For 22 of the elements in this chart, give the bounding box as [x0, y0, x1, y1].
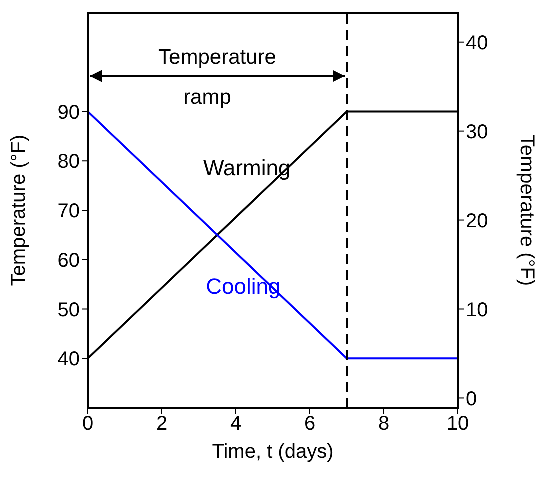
x-axis-title: Time, t (days): [212, 441, 334, 463]
series-label: Warming: [204, 156, 291, 181]
y-tick-label: 70: [58, 200, 80, 223]
y-tick-label: 50: [58, 299, 80, 322]
y-tick-label: 90: [58, 102, 80, 124]
x-tick-label: 8: [378, 413, 390, 436]
x-tick-label: 4: [230, 413, 242, 436]
y2-tick-label: 0: [466, 388, 478, 410]
x-tick-label: 6: [304, 413, 316, 436]
y2-tick-label: 30: [466, 121, 488, 144]
y-tick-label: 40: [58, 348, 80, 371]
x-tick-label: 2: [156, 413, 168, 436]
y-tick-label: 80: [58, 151, 80, 174]
y2-axis-title: Temperature (°F): [516, 134, 538, 286]
annotation: Temperature ramp: [158, 46, 276, 110]
x-tick-label: 0: [82, 413, 94, 436]
x-tick-label: 10: [446, 413, 470, 436]
y-axis-title: Temperature (°F): [8, 134, 30, 286]
y2-tick-label: 40: [466, 32, 488, 54]
y-tick-label: 60: [58, 250, 80, 272]
y2-tick-label: 20: [466, 210, 488, 232]
y2-tick-label: 10: [466, 299, 488, 322]
